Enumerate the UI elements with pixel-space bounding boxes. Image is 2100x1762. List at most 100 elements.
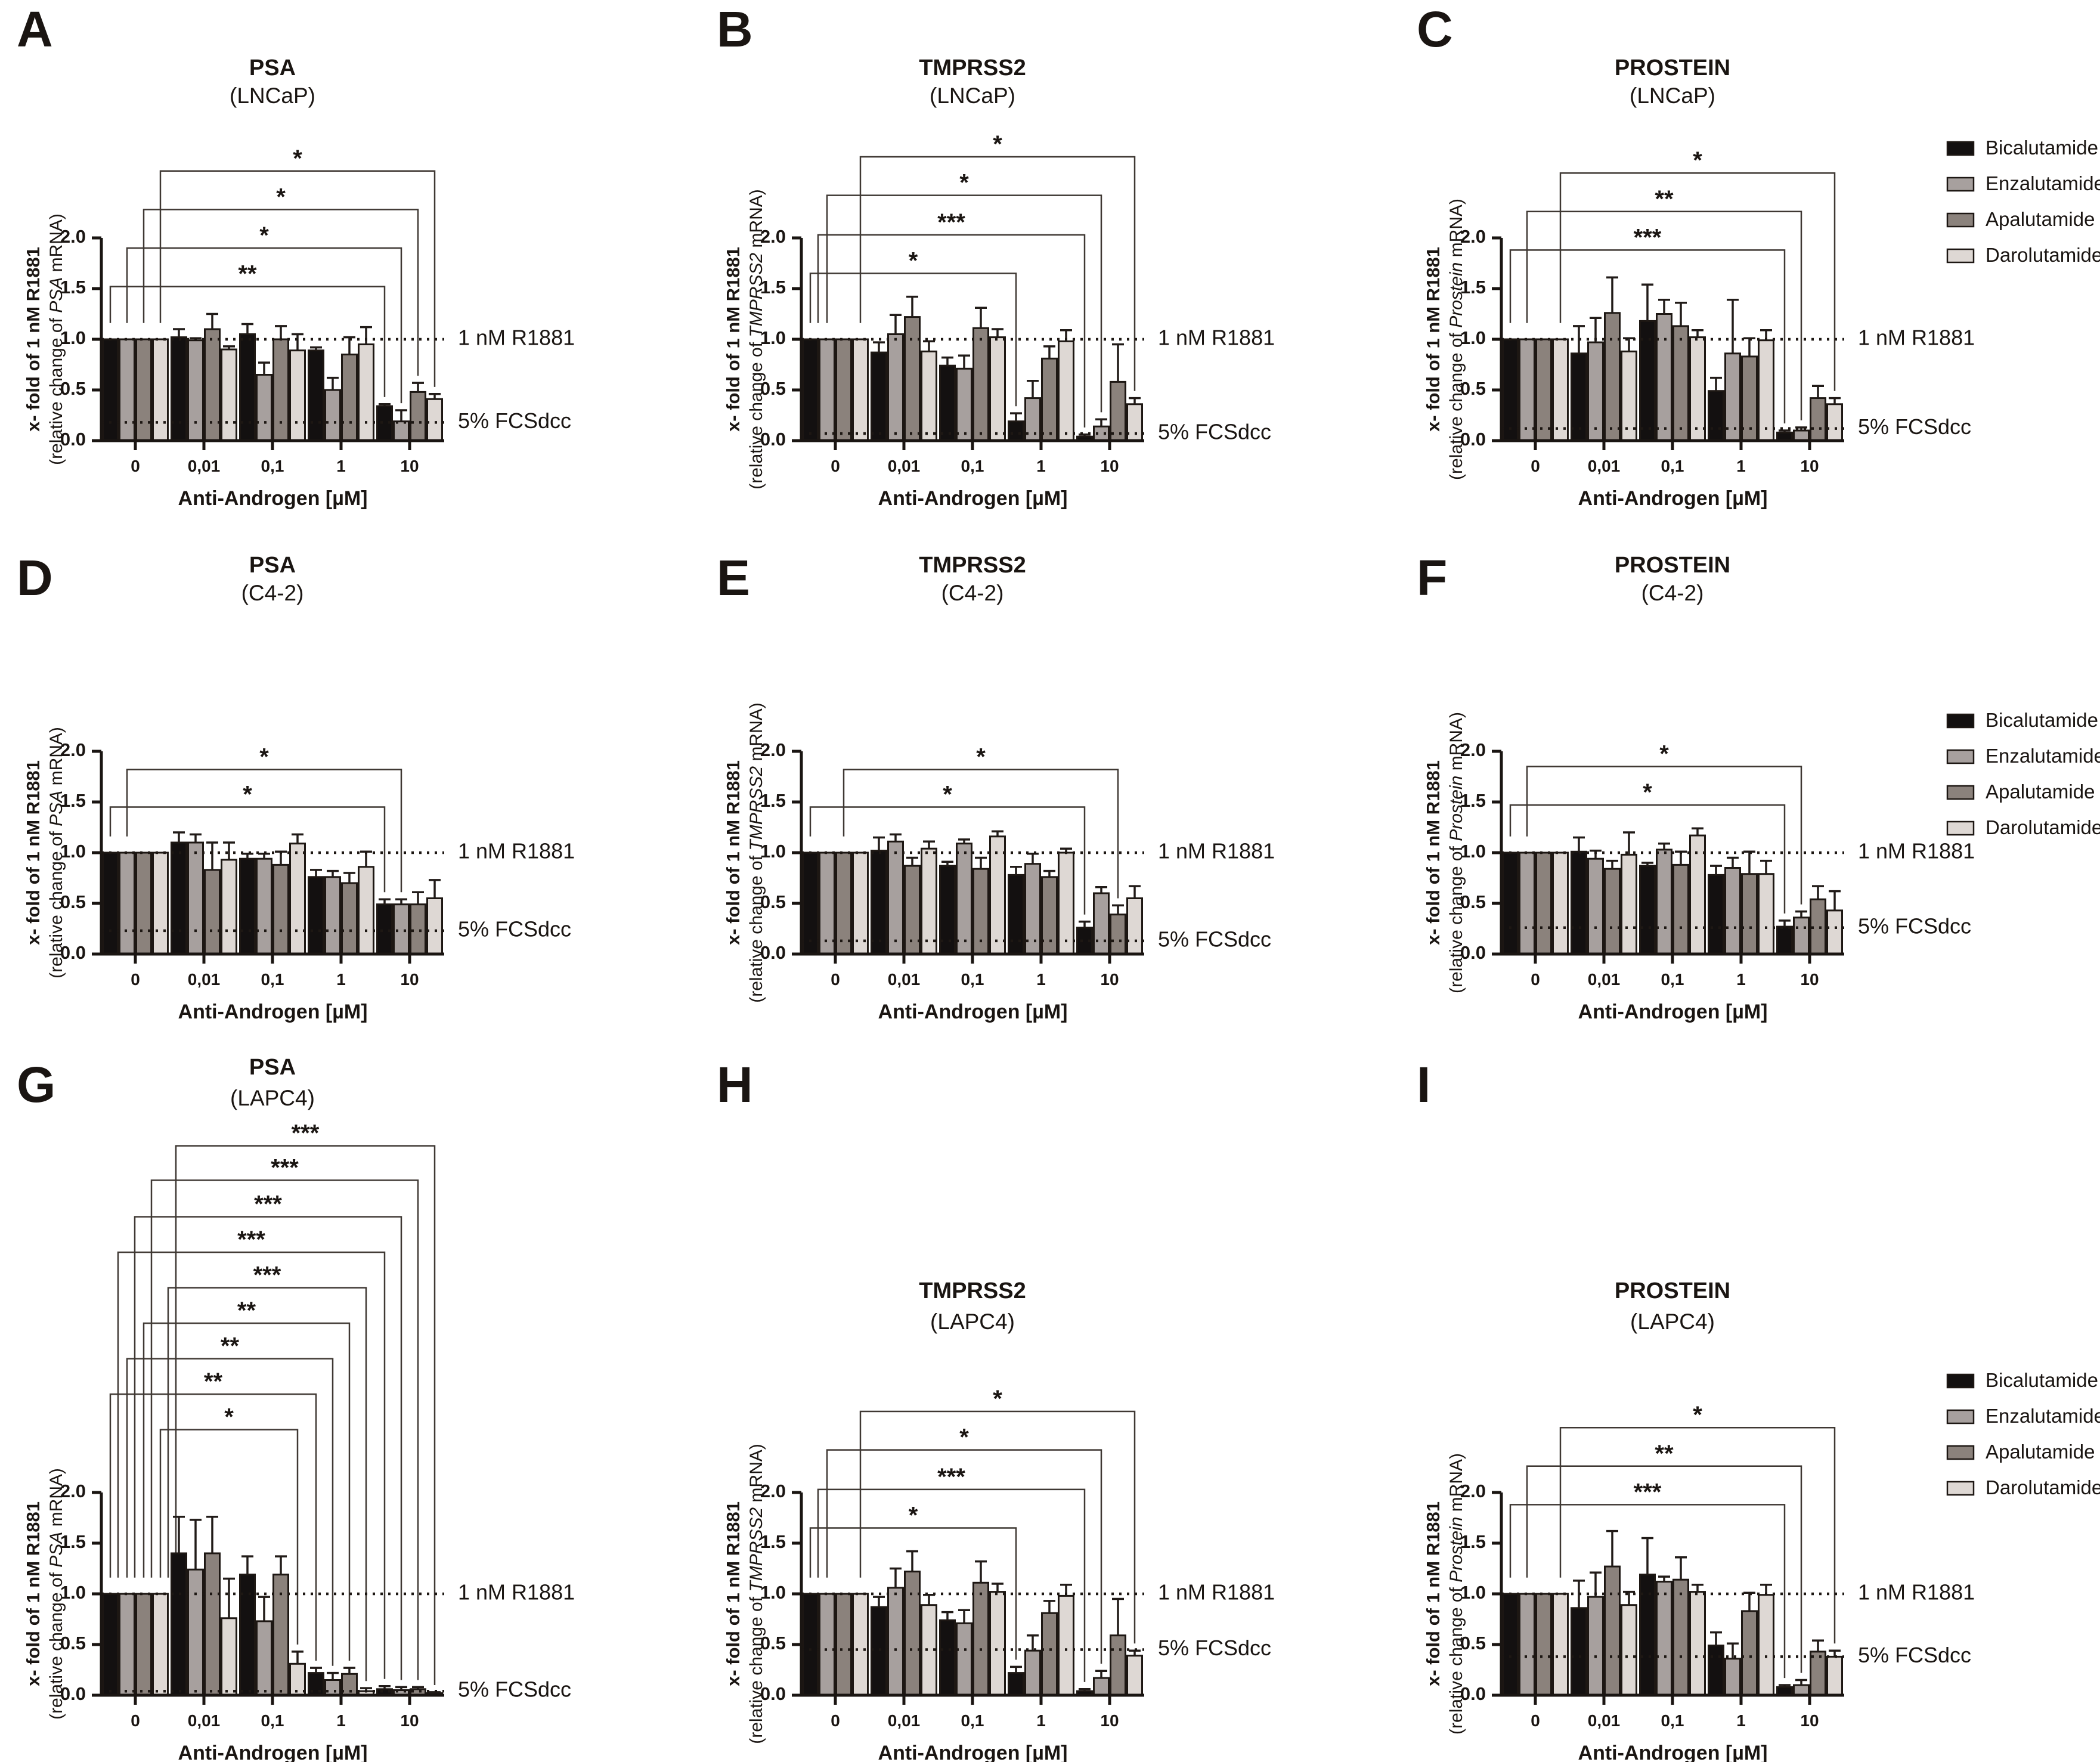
bar-apalutamide [1604,312,1621,442]
legend-label-apalutamide: Apalutamide [1986,1441,2095,1463]
bar-darolutamide [1552,851,1569,955]
error-bar [1779,1684,1791,1687]
significance-bracket [1509,1504,1786,1679]
y-tick-label: 1.5 [1460,1531,1486,1552]
error-bar [1010,1665,1022,1673]
chart-title: PSA [249,55,296,80]
bar-enzalutamide [1724,1658,1741,1696]
y-axis-label-line1: x- fold of 1 nM R1881 [23,760,44,945]
x-tick-label: 0 [831,457,840,475]
significance-stars: * [993,131,1002,157]
significance-stars: * [976,744,986,770]
error-bar [1095,1670,1107,1679]
error-bar [1692,329,1703,337]
significance-stars: * [993,1386,1002,1412]
significance-bracket [859,1410,1136,1644]
x-tick-label: 1 [336,1711,346,1730]
x-tick-label: 0,01 [1588,970,1621,989]
significance-stars: * [959,170,969,196]
error-bar [1710,865,1722,875]
chart-title: PROSTEIN [1615,1278,1730,1303]
bar-darolutamide [1621,1604,1637,1696]
error-bar [1710,1631,1722,1646]
error-bar [1027,379,1039,398]
y-tick-label: 0.0 [760,1683,786,1704]
y-tick-label: 2.0 [1460,739,1486,760]
ref-label-r1881: 1 nM R1881 [458,326,575,350]
significance-stars: ** [1655,1441,1674,1467]
significance-stars: * [1643,779,1652,806]
significance-bracket [117,1251,386,1679]
bar-bicalutamide [1708,390,1724,442]
bar-apalutamide [1741,355,1758,442]
significance-stars: *** [937,209,965,236]
error-bar [1795,1679,1807,1685]
bar-enzalutamide [1793,916,1810,955]
bar-enzalutamide [1656,1581,1672,1696]
x-tick-label: 10 [1800,1711,1819,1730]
error-bar [395,409,407,422]
bar-apalutamide [1604,868,1621,955]
bar-enzalutamide [1093,892,1110,955]
panel-letter-C: C [1417,1,1453,57]
x-tick-label: 0,1 [261,457,284,475]
bar-enzalutamide [187,841,204,955]
bar-enzalutamide [324,1679,341,1696]
ref-label-r1881: 1 nM R1881 [1858,839,1975,863]
significance-bracket [143,1322,351,1661]
error-bar [1658,298,1670,314]
y-tick-label: 2.0 [760,1481,786,1501]
significance-stars: *** [292,1120,320,1147]
error-bar [1779,429,1791,433]
bar-enzalutamide [393,903,410,955]
significance-bracket [859,156,1136,391]
legend-swatch-apalutamide [1946,212,1975,228]
significance-bracket [1526,1465,1802,1673]
bar-enzalutamide [1793,1684,1810,1696]
significance-bracket [126,769,402,893]
bar-enzalutamide [1656,849,1672,955]
x-tick-label: 0,01 [888,970,921,989]
significance-bracket [109,286,386,397]
bar-apalutamide [135,1593,152,1696]
error-bar [379,1684,391,1689]
error-bar [223,841,235,860]
bar-enzalutamide [187,1568,204,1696]
y-tick-label: 1.5 [60,790,86,811]
y-tick-label: 0.5 [760,378,786,399]
significance-stars: *** [237,1227,265,1253]
error-bar [1606,1529,1618,1567]
legend-label-darolutamide: Darolutamide [1986,1476,2100,1498]
y-tick-label: 1.0 [60,327,86,348]
error-bar [190,1519,202,1570]
legend-label-bicalutamide: Bicalutamide [1986,709,2098,731]
significance-bracket [817,1488,1086,1682]
ref-label-fcsdcc: 5% FCSdcc [1858,913,1971,938]
bar-apalutamide [1535,338,1552,442]
significance-bracket [826,194,1102,413]
legend-swatch-bicalutamide [1946,141,1975,156]
bar-bicalutamide [171,1552,187,1696]
bar-enzalutamide [956,1622,972,1696]
bar-bicalutamide [1008,420,1024,442]
x-tick-label: 0 [831,1711,840,1730]
panel-letter-B: B [717,1,753,57]
y-tick-label: 2.0 [760,226,786,247]
chart-title: PSA [249,553,296,578]
bar-bicalutamide [102,1593,119,1696]
significance-bracket [126,247,402,404]
panel-letter-G: G [17,1057,55,1113]
bar-enzalutamide [1724,867,1741,955]
error-bar [923,1593,935,1605]
bar-bicalutamide [939,865,956,955]
bar-darolutamide [1126,897,1143,955]
error-bar [1606,859,1618,869]
error-bar [923,340,935,352]
error-bar [1095,886,1107,893]
y-axis-label-line2: (relative change of TMPRSS2 mRNA) [747,702,766,1003]
error-bar [395,898,407,905]
y-tick-label: 1.0 [60,1582,86,1603]
bar-bicalutamide [1571,1607,1587,1696]
bar-enzalutamide [1519,338,1535,442]
error-bar [958,838,970,844]
